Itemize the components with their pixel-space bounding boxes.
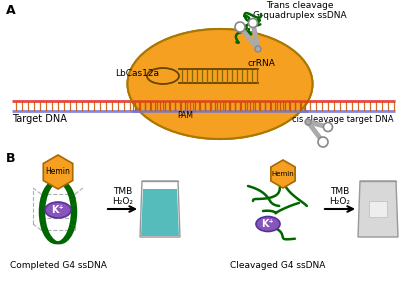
Text: A: A <box>6 4 16 17</box>
Polygon shape <box>271 160 295 188</box>
Circle shape <box>255 46 261 52</box>
Ellipse shape <box>128 29 312 139</box>
Text: Trans cleavage
G-quadruplex ssDNA: Trans cleavage G-quadruplex ssDNA <box>253 1 347 20</box>
Text: Hemin: Hemin <box>46 168 71 177</box>
Text: PAM: PAM <box>177 112 193 120</box>
Polygon shape <box>141 189 179 236</box>
Circle shape <box>324 123 332 132</box>
Circle shape <box>235 22 245 32</box>
Text: cis cleavage target DNA: cis cleavage target DNA <box>292 115 394 123</box>
Ellipse shape <box>256 216 280 232</box>
Text: TMB
H₂O₂: TMB H₂O₂ <box>330 187 350 206</box>
Ellipse shape <box>128 29 312 139</box>
Polygon shape <box>43 155 73 189</box>
Text: B: B <box>6 152 16 165</box>
Circle shape <box>249 19 257 27</box>
Text: Target DNA: Target DNA <box>12 114 67 124</box>
Ellipse shape <box>45 202 71 218</box>
Text: Cleavaged G4 ssDNA: Cleavaged G4 ssDNA <box>230 261 326 271</box>
Text: LbCas12a: LbCas12a <box>115 70 159 78</box>
FancyBboxPatch shape <box>369 201 387 217</box>
Polygon shape <box>358 181 398 237</box>
Circle shape <box>305 119 311 125</box>
Text: Hemin: Hemin <box>271 171 294 177</box>
Text: K⁺: K⁺ <box>52 205 65 215</box>
Text: TMB
H₂O₂: TMB H₂O₂ <box>112 187 133 206</box>
Circle shape <box>318 137 328 147</box>
Text: K⁺: K⁺ <box>261 219 274 229</box>
Text: crRNA: crRNA <box>248 60 276 68</box>
Text: Completed G4 ssDNA: Completed G4 ssDNA <box>10 261 106 271</box>
